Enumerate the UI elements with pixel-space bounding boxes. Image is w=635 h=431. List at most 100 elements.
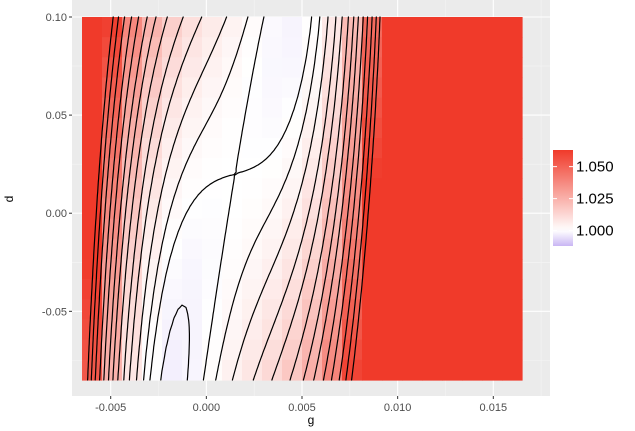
heat-tile	[142, 259, 163, 280]
heat-tile	[442, 138, 463, 159]
heat-tile	[202, 97, 223, 119]
heat-tile	[302, 117, 323, 139]
heat-tile	[422, 198, 443, 220]
heat-tile	[322, 17, 343, 38]
y-tick-label: -0.05	[42, 306, 67, 318]
heat-tile	[202, 319, 223, 341]
heat-tile	[422, 77, 443, 99]
heat-tile	[162, 77, 183, 99]
heat-tile	[502, 57, 523, 79]
heat-tile	[362, 117, 383, 139]
contour-line	[135, 16, 329, 381]
heat-tile	[282, 198, 303, 220]
heat-tile	[482, 339, 503, 361]
heat-tile	[302, 178, 323, 200]
heat-tile	[302, 138, 323, 159]
heat-tile	[122, 238, 143, 260]
heat-tile	[362, 37, 383, 58]
x-tick-label: 0.015	[480, 402, 508, 414]
heat-tile	[362, 279, 383, 300]
heat-tile	[162, 259, 183, 280]
heat-tile	[142, 279, 163, 300]
heat-tile	[82, 37, 103, 58]
heat-tile	[462, 97, 483, 119]
heat-tile	[322, 198, 343, 220]
heat-tile	[442, 17, 463, 38]
heat-tile	[242, 279, 263, 300]
heat-tile	[502, 319, 523, 341]
heat-tile	[402, 279, 423, 300]
x-axis-title: g	[308, 413, 315, 427]
heat-tile	[382, 57, 403, 79]
heat-tile	[222, 339, 243, 361]
heat-tile	[222, 37, 243, 58]
heat-tile	[242, 339, 263, 361]
heat-tile	[342, 77, 363, 99]
legend-colorbar	[553, 150, 573, 246]
heat-tile	[462, 37, 483, 58]
heat-tile	[382, 319, 403, 341]
contour-line	[87, 16, 381, 381]
contour-lines	[87, 16, 381, 381]
heat-tile	[262, 77, 283, 99]
heat-tile	[322, 97, 343, 119]
heat-tile	[222, 138, 243, 159]
heat-tile	[302, 339, 323, 361]
heat-tile	[362, 339, 383, 361]
heat-tile	[342, 138, 363, 159]
heat-tile	[262, 158, 283, 179]
heat-tile	[482, 359, 503, 381]
contour-line	[117, 16, 349, 381]
contour-line	[160, 304, 190, 381]
heat-tile	[282, 218, 303, 240]
heat-tile	[142, 178, 163, 200]
heat-tile	[442, 178, 463, 200]
heat-tile	[82, 178, 103, 200]
y-tick-label: 0.00	[46, 208, 67, 220]
heat-tile	[402, 178, 423, 200]
heat-tile	[422, 37, 443, 58]
heat-tile	[402, 238, 423, 260]
heat-tile	[282, 299, 303, 321]
heat-tile	[222, 299, 243, 321]
heat-tile	[262, 279, 283, 300]
heat-tile	[462, 77, 483, 99]
heat-tile	[202, 117, 223, 139]
heat-tile	[282, 279, 303, 300]
color-legend: 1.000 1.025 1.050	[553, 150, 614, 246]
heat-tile	[342, 299, 363, 321]
heat-tile	[82, 77, 103, 99]
heat-tile	[162, 299, 183, 321]
heat-tile	[142, 319, 163, 341]
heat-tile	[322, 77, 343, 99]
heat-tile	[422, 259, 443, 280]
heat-tile	[302, 37, 323, 58]
heat-tile	[102, 77, 123, 99]
heat-tile	[442, 238, 463, 260]
heat-tile	[162, 158, 183, 179]
heat-tile	[82, 117, 103, 139]
heat-tile	[82, 218, 103, 240]
heat-tile	[242, 218, 263, 240]
heat-tile	[422, 17, 443, 38]
heat-tile	[382, 339, 403, 361]
heat-tile	[162, 198, 183, 220]
heat-tile	[102, 339, 123, 361]
heat-tile	[202, 259, 223, 280]
heat-tile	[382, 259, 403, 280]
heat-tile	[382, 198, 403, 220]
heat-tile	[82, 158, 103, 179]
heat-tile	[242, 77, 263, 99]
heat-tile	[222, 198, 243, 220]
heat-tile	[422, 339, 443, 361]
heat-tile	[442, 299, 463, 321]
heat-tile	[202, 37, 223, 58]
heat-tile	[182, 279, 203, 300]
heat-tile	[502, 138, 523, 159]
contour-line	[143, 16, 321, 381]
legend-label: 1.025	[576, 191, 614, 208]
heat-tile	[342, 117, 363, 139]
y-axis: -0.05 0.00 0.05 0.10	[42, 12, 72, 318]
heat-tile	[402, 57, 423, 79]
heat-tile	[482, 97, 503, 119]
